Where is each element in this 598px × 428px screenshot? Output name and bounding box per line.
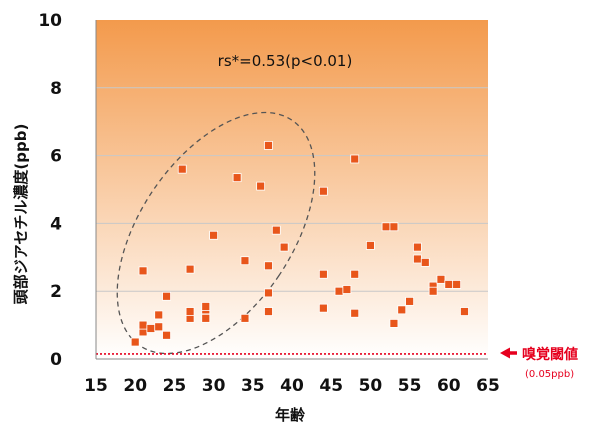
plot-background: [96, 20, 488, 359]
data-point: [460, 307, 469, 316]
data-point: [452, 280, 462, 289]
data-point: [154, 310, 164, 320]
data-point: [436, 274, 446, 284]
data-point: [264, 261, 273, 271]
x-tick-label: 60: [437, 376, 461, 396]
data-point: [420, 257, 430, 267]
data-point: [381, 222, 391, 232]
data-point: [318, 269, 328, 279]
x-tick-labels: 15 20 25 30 35 40 45 50 55 60 65: [84, 376, 500, 396]
data-point: [264, 288, 273, 298]
cluster-ellipse: [116, 111, 316, 355]
data-point: [185, 307, 195, 316]
data-point: [138, 320, 148, 330]
data-point: [342, 285, 352, 294]
x-tick-label: 55: [398, 376, 422, 396]
data-point: [389, 222, 399, 232]
data-point: [318, 186, 328, 196]
data-point: [397, 305, 407, 315]
data-point: [405, 296, 415, 306]
annotation-rs: rs*=0.53(p<0.01): [218, 52, 353, 70]
data-point: [264, 141, 273, 150]
data-point: [318, 303, 328, 313]
data-point: [264, 307, 273, 316]
data-point: [138, 266, 148, 276]
data-point: [389, 319, 399, 328]
y-tick-label: 6: [50, 147, 62, 167]
data-point: [162, 291, 171, 301]
arrow-left-icon: [500, 347, 517, 359]
data-point: [201, 302, 211, 311]
y-tick-label: 4: [50, 214, 62, 234]
data-point: [185, 264, 195, 274]
data-point: [201, 313, 211, 323]
data-point: [240, 313, 250, 323]
x-axis-label: 年齢: [275, 406, 306, 424]
x-tick-label: 50: [359, 376, 383, 396]
data-point: [232, 173, 242, 183]
data-point: [146, 324, 156, 333]
data-point: [271, 225, 281, 235]
y-tick-label: 10: [38, 11, 62, 31]
data-point: [279, 242, 289, 252]
data-point: [350, 308, 360, 318]
threshold-legend: 嗅覚閾値 (0.05ppb): [500, 346, 578, 380]
x-tick-label: 35: [241, 376, 265, 396]
y-tick-label: 2: [50, 282, 62, 302]
x-tick-label: 65: [476, 376, 500, 396]
x-tick-label: 20: [123, 376, 147, 396]
data-point: [365, 241, 375, 250]
data-point: [256, 181, 266, 191]
data-points: [130, 141, 469, 347]
gridlines: [96, 87, 488, 292]
y-tick-label: 8: [50, 79, 62, 99]
data-point: [334, 286, 344, 296]
data-point: [177, 164, 187, 174]
plot-area: [96, 20, 488, 359]
threshold-sublabel: (0.05ppb): [525, 369, 574, 380]
y-tick-label: 0: [50, 350, 62, 370]
data-point: [240, 256, 250, 266]
x-tick-label: 15: [84, 376, 108, 396]
data-point: [209, 230, 219, 240]
x-tick-label: 30: [202, 376, 226, 396]
x-tick-label: 25: [163, 376, 187, 396]
data-point: [350, 269, 360, 279]
data-point: [154, 322, 164, 332]
data-point: [444, 280, 454, 289]
data-point: [130, 337, 140, 347]
x-tick-label: 45: [319, 376, 343, 396]
x-tick-label: 40: [280, 376, 304, 396]
data-point: [413, 242, 422, 252]
threshold-label: 嗅覚閾値: [522, 346, 578, 363]
y-tick-labels: 0 2 4 6 8 10: [38, 11, 62, 370]
cluster-ellipse-shape: [116, 111, 316, 355]
data-point: [162, 330, 171, 340]
y-axis-label: 頭部ジアセチル濃度(ppb): [12, 124, 30, 305]
data-point: [428, 286, 438, 296]
data-point: [350, 154, 360, 164]
data-point: [413, 254, 422, 264]
axes: [95, 20, 488, 360]
